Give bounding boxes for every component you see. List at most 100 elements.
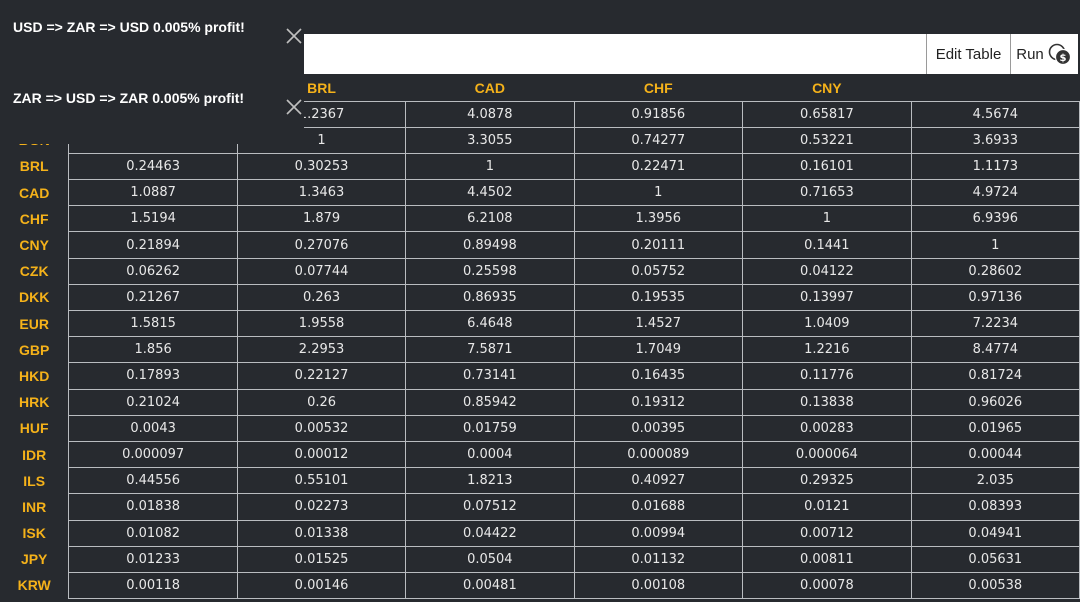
rate-cell[interactable]: 0.89498	[405, 231, 575, 259]
edit-table-button[interactable]: Edit Table	[926, 34, 1010, 74]
rate-cell[interactable]: 0.74277	[573, 126, 744, 154]
rate-cell[interactable]: 1.3956	[573, 205, 744, 233]
rate-cell[interactable]: 0.16435	[573, 362, 744, 390]
rate-cell[interactable]: 0.97136	[910, 283, 1080, 312]
rate-cell[interactable]: 0.00044	[910, 440, 1080, 469]
rate-cell[interactable]: 0.00012	[236, 440, 407, 469]
rate-cell[interactable]: 0.25598	[405, 257, 575, 285]
rate-cell[interactable]: 0.27076	[236, 231, 407, 259]
rate-cell[interactable]: 0.02273	[236, 493, 407, 521]
rate-cell[interactable]: 0.07512	[405, 493, 575, 521]
rate-cell[interactable]: 0.08393	[910, 493, 1080, 521]
rate-cell[interactable]: 1.3463	[236, 179, 407, 207]
rate-cell[interactable]: 1.5194	[68, 205, 238, 233]
rate-cell[interactable]: 0.21267	[68, 283, 238, 312]
rate-cell[interactable]: 4.9724	[910, 179, 1080, 207]
rate-cell[interactable]: 1.8213	[405, 467, 575, 495]
rate-cell[interactable]: 0.81724	[910, 362, 1080, 390]
rate-cell[interactable]: 0.05752	[573, 257, 744, 285]
rate-cell[interactable]: 4.5674	[910, 100, 1080, 128]
rate-cell[interactable]: 6.9396	[910, 205, 1080, 233]
rate-cell[interactable]: 0.01525	[236, 545, 407, 573]
rate-cell[interactable]: 0.00395	[573, 414, 744, 442]
rate-cell[interactable]: 0.000064	[742, 440, 912, 469]
rate-cell[interactable]: 0.01233	[68, 545, 238, 573]
close-icon[interactable]	[284, 97, 304, 119]
rate-cell[interactable]: 0.00108	[573, 571, 744, 600]
rate-cell[interactable]: 3.3055	[405, 126, 575, 154]
rate-cell[interactable]: 0.01688	[573, 493, 744, 521]
rate-cell[interactable]: 0.17893	[68, 362, 238, 390]
rate-cell[interactable]: 0.11776	[742, 362, 912, 390]
rate-cell[interactable]: 0.53221	[742, 126, 912, 154]
rate-cell[interactable]: 0.29325	[742, 467, 912, 495]
rate-cell[interactable]: 1.5815	[68, 309, 238, 338]
rate-cell[interactable]: 0.01759	[405, 414, 575, 442]
rate-cell[interactable]: 0.55101	[236, 467, 407, 495]
rate-cell[interactable]: 0.0043	[68, 414, 238, 442]
rate-cell[interactable]: 0.22127	[236, 362, 407, 390]
rate-cell[interactable]: 0.65817	[742, 100, 912, 128]
rate-cell[interactable]: 1.0409	[742, 309, 912, 338]
rate-cell[interactable]: 0.20111	[573, 231, 744, 259]
rate-cell[interactable]: 0.40927	[573, 467, 744, 495]
rate-cell[interactable]: 0.04422	[405, 519, 575, 547]
rate-cell[interactable]: 0.91856	[573, 100, 744, 128]
rate-cell[interactable]: 1.9558	[236, 309, 407, 338]
rate-cell[interactable]: 0.73141	[405, 362, 575, 390]
rate-cell[interactable]: 0.00994	[573, 519, 744, 547]
expression-input[interactable]	[304, 34, 926, 74]
rate-cell[interactable]: 0.26	[236, 388, 407, 416]
rate-cell[interactable]: 0.13997	[742, 283, 912, 312]
rate-cell[interactable]: 0.0504	[405, 545, 575, 573]
rate-cell[interactable]: 1.1173	[910, 152, 1080, 181]
rate-cell[interactable]: 0.01965	[910, 414, 1080, 442]
rate-cell[interactable]: 0.30253	[236, 152, 407, 181]
rate-cell[interactable]: 0.21894	[68, 231, 238, 259]
rate-cell[interactable]: 0.01132	[573, 545, 744, 573]
rate-cell[interactable]: 1.7049	[573, 336, 744, 364]
rate-cell[interactable]: 0.0121	[742, 493, 912, 521]
rate-cell[interactable]: 0.00532	[236, 414, 407, 442]
rate-cell[interactable]: 0.85942	[405, 388, 575, 416]
rate-cell[interactable]: 8.4774	[910, 336, 1080, 364]
rate-cell[interactable]: 0.00811	[742, 545, 912, 573]
rate-cell[interactable]: 0.0004	[405, 440, 575, 469]
rate-cell[interactable]: 1.879	[236, 205, 407, 233]
rate-cell[interactable]: 0.13838	[742, 388, 912, 416]
rate-cell[interactable]: 6.4648	[405, 309, 575, 338]
rate-cell[interactable]: 0.86935	[405, 283, 575, 312]
rate-cell[interactable]: 0.01838	[68, 493, 238, 521]
rate-cell[interactable]: 0.16101	[742, 152, 912, 181]
rate-cell[interactable]: 1.856	[68, 336, 238, 364]
rate-cell[interactable]: 7.5871	[405, 336, 575, 364]
rate-cell[interactable]: 1.0887	[68, 179, 238, 207]
close-icon[interactable]	[284, 26, 304, 48]
rate-cell[interactable]: 0.21024	[68, 388, 238, 416]
rate-cell[interactable]: 1.4527	[573, 309, 744, 338]
rate-cell[interactable]: 0.00538	[910, 571, 1080, 600]
rate-cell[interactable]: 0.06262	[68, 257, 238, 285]
rate-cell[interactable]: 6.2108	[405, 205, 575, 233]
rate-cell[interactable]: 0.00283	[742, 414, 912, 442]
rate-cell[interactable]: 0.04941	[910, 519, 1080, 547]
rate-cell[interactable]: 1	[573, 179, 744, 207]
rate-cell[interactable]: 1	[910, 231, 1080, 259]
rate-cell[interactable]: 0.19312	[573, 388, 744, 416]
rate-cell[interactable]: 0.1441	[742, 231, 912, 259]
rate-cell[interactable]: 0.01082	[68, 519, 238, 547]
rate-cell[interactable]: 0.04122	[742, 257, 912, 285]
rate-cell[interactable]: 0.00146	[236, 571, 407, 600]
rate-cell[interactable]: 0.000097	[68, 440, 238, 469]
rate-cell[interactable]: 0.05631	[910, 545, 1080, 573]
rate-cell[interactable]: 0.00118	[68, 571, 238, 600]
rate-cell[interactable]: 1.2216	[742, 336, 912, 364]
rate-cell[interactable]: 0.22471	[573, 152, 744, 181]
rate-cell[interactable]: 0.01338	[236, 519, 407, 547]
rate-cell[interactable]: 0.44556	[68, 467, 238, 495]
rate-cell[interactable]: 0.96026	[910, 388, 1080, 416]
rate-cell[interactable]: 0.263	[236, 283, 407, 312]
rate-cell[interactable]: 0.00078	[742, 571, 912, 600]
rate-cell[interactable]: 0.000089	[573, 440, 744, 469]
rate-cell[interactable]: 2.035	[910, 467, 1080, 495]
